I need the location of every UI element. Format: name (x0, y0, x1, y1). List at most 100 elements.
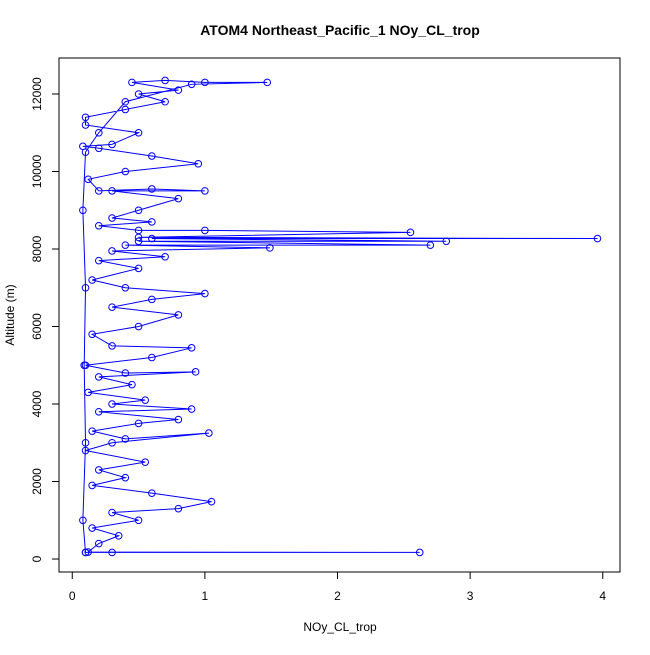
data-point (187, 405, 196, 413)
data-point (174, 504, 183, 513)
data-point (88, 481, 96, 490)
data-point (593, 234, 602, 243)
y-tick-label: 12000 (30, 77, 44, 111)
data-point (134, 206, 143, 215)
data-point (128, 380, 136, 389)
data-point (88, 276, 96, 284)
data-point (134, 128, 143, 137)
data-point (108, 187, 116, 195)
x-tick-label: 0 (69, 589, 76, 603)
data-point (80, 361, 88, 370)
data-point (174, 415, 183, 424)
y-tick-label: 2000 (30, 468, 44, 495)
data-point (94, 373, 103, 381)
data-point (81, 548, 90, 557)
data-point (88, 330, 96, 339)
data-point (108, 303, 116, 311)
data-point (84, 548, 92, 556)
data-point (81, 283, 90, 292)
data-point (148, 234, 156, 243)
data-point (94, 539, 103, 548)
data-point (121, 241, 130, 249)
y-axis-label: Altitude (m) (3, 284, 17, 345)
data-point (442, 237, 451, 246)
data-point (108, 342, 116, 350)
x-tick-label: 2 (334, 589, 341, 603)
data-point (81, 438, 90, 447)
y-tick-label: 6000 (30, 313, 44, 340)
data-point (201, 289, 209, 298)
data-point (148, 185, 156, 193)
data-point (141, 458, 150, 466)
data-point (406, 228, 415, 237)
data-point (134, 264, 143, 273)
data-point (205, 429, 213, 437)
data-point (426, 241, 435, 249)
data-point (128, 78, 136, 87)
data-point (79, 206, 87, 215)
data-point (415, 548, 424, 557)
data-point (81, 148, 90, 156)
data-point (161, 252, 169, 261)
data-point (81, 121, 90, 129)
data-point (121, 473, 130, 482)
data-point (161, 76, 169, 85)
data-point (84, 175, 92, 184)
data-point (121, 97, 130, 106)
data-point (201, 78, 209, 87)
data-point (79, 516, 87, 525)
data-point (134, 90, 143, 98)
data-point (88, 524, 96, 532)
data-point (94, 256, 103, 265)
chart-title: ATOM4 Northeast_Pacific_1 NOy_CL_trop (200, 22, 480, 38)
data-point (94, 466, 103, 474)
data-point (121, 167, 130, 176)
y-tick-label: 4000 (30, 390, 44, 417)
data-point (108, 400, 116, 408)
data-point (148, 353, 156, 362)
data-point (134, 226, 143, 235)
data-point (148, 295, 156, 304)
data-point (191, 368, 200, 376)
y-tick-label: 0 (30, 555, 44, 562)
data-point (174, 194, 183, 203)
data-point (114, 531, 123, 540)
data-point (94, 144, 103, 153)
data-point (81, 446, 90, 455)
data-point (187, 80, 196, 89)
data-point (148, 152, 156, 160)
x-tick-label: 1 (202, 589, 209, 603)
data-point (94, 128, 103, 137)
data-point (108, 214, 116, 222)
data-point (121, 369, 130, 377)
data-point (108, 140, 116, 149)
data-point (141, 396, 150, 404)
y-tick-label: 8000 (30, 235, 44, 262)
data-point (187, 344, 196, 352)
data-point (134, 419, 143, 428)
data-point (108, 508, 116, 517)
data-point (134, 516, 143, 525)
data-point (84, 388, 92, 397)
plot-frame (58, 57, 621, 573)
x-tick-label: 4 (599, 589, 606, 603)
data-point (201, 226, 209, 235)
data-point (121, 283, 130, 292)
data-point (134, 322, 143, 331)
data-point (94, 187, 103, 195)
data-point (266, 244, 274, 252)
data-point (263, 78, 272, 87)
data-point (174, 86, 183, 94)
data-point (148, 489, 156, 497)
data-point (121, 435, 130, 443)
data-point (108, 548, 116, 557)
data-point (88, 427, 96, 435)
data-point (94, 221, 103, 230)
data-point (161, 97, 169, 106)
data-point (94, 407, 103, 416)
x-axis-label: NOy_CL_trop (303, 620, 377, 634)
y-tick-label: 10000 (30, 154, 44, 188)
data-line (82, 79, 598, 553)
data-point (108, 247, 116, 255)
data-point (201, 187, 209, 195)
